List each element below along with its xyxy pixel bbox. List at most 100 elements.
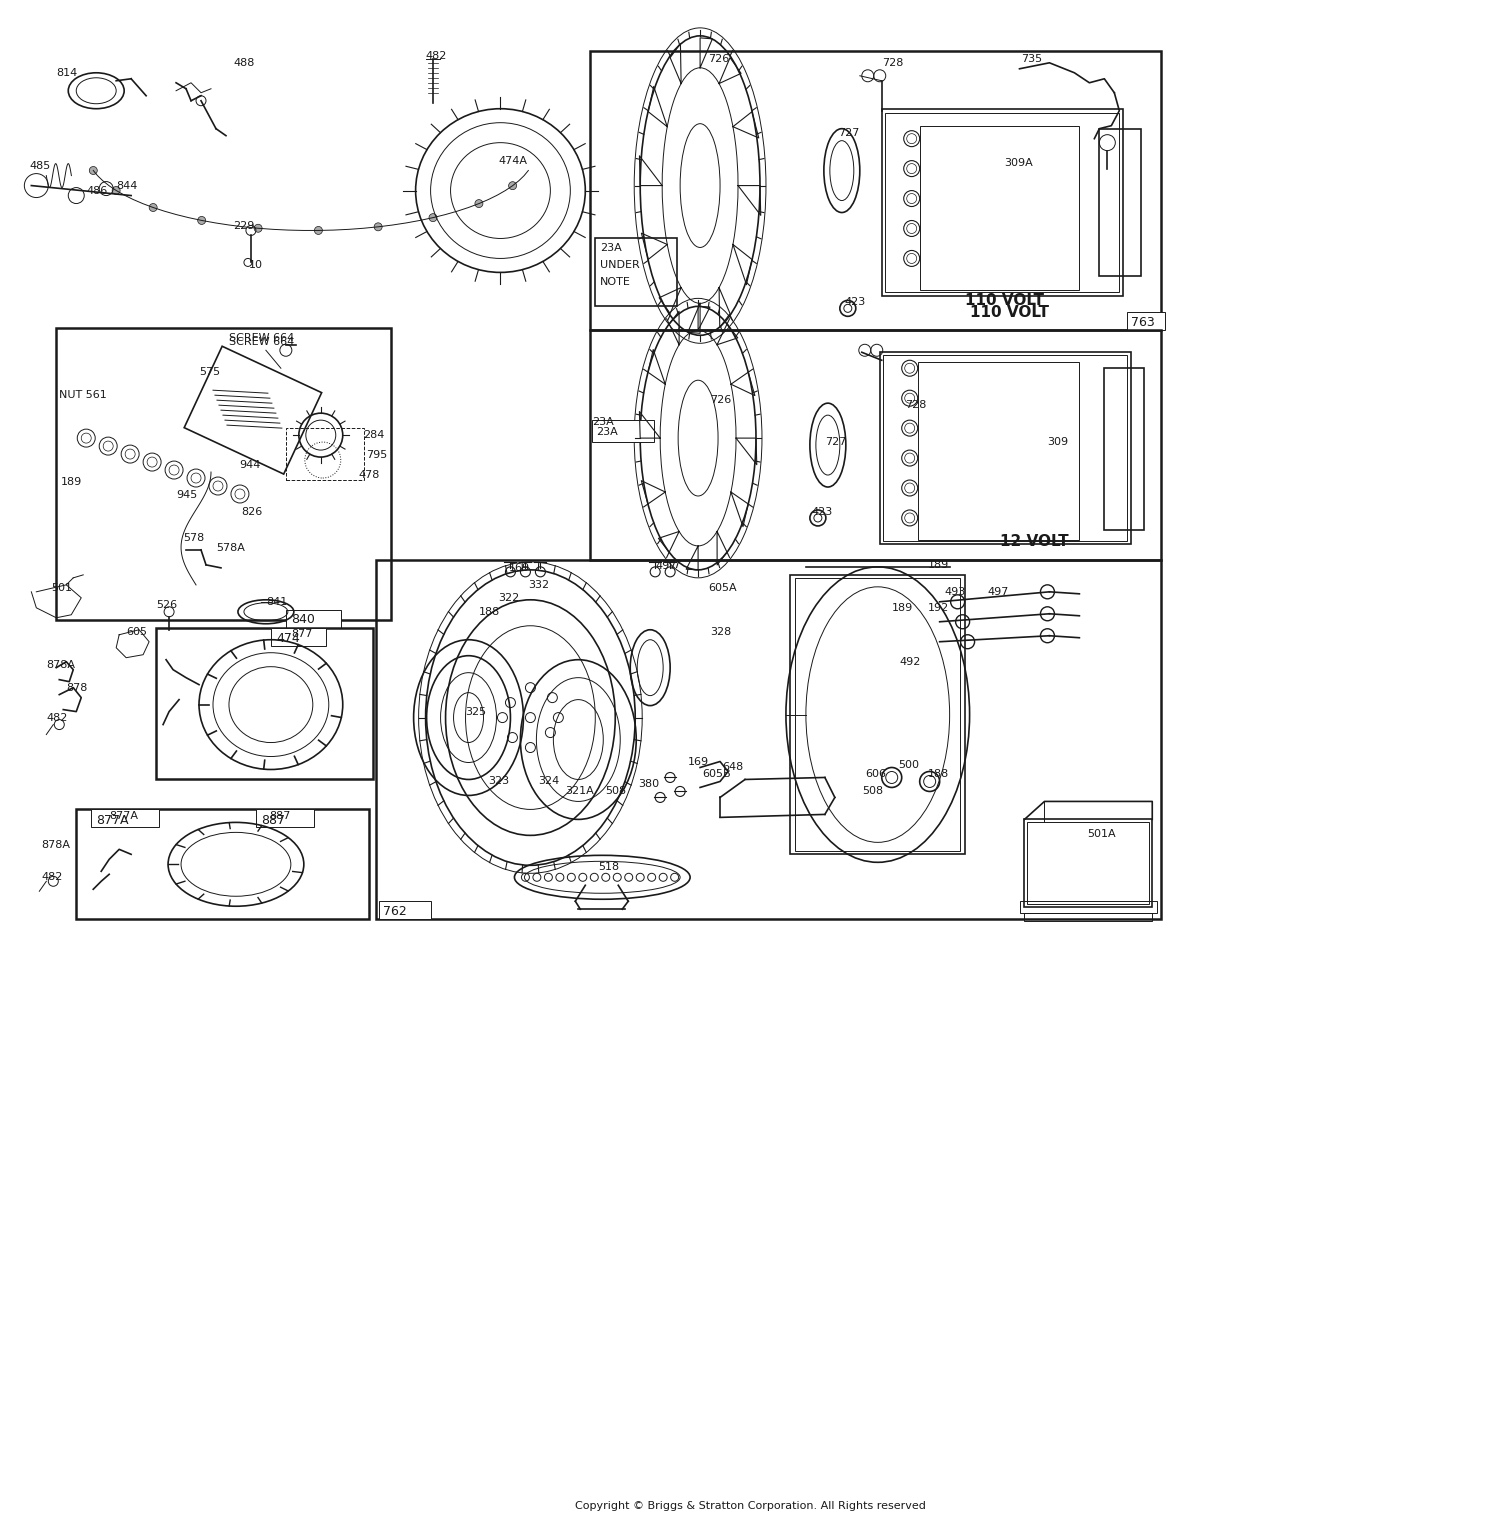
Text: 474A: 474A	[498, 156, 528, 165]
Text: 877A: 877A	[110, 812, 138, 821]
Text: 795: 795	[366, 450, 387, 460]
Bar	[286, 428, 363, 480]
Text: 726: 726	[710, 394, 732, 405]
Text: 482: 482	[46, 713, 68, 723]
Bar	[885, 113, 1119, 292]
Bar	[256, 809, 313, 827]
Text: 727: 727	[825, 437, 846, 446]
Bar	[795, 578, 960, 852]
Circle shape	[90, 167, 98, 174]
Bar	[1104, 368, 1144, 531]
Bar	[1020, 901, 1156, 913]
Bar	[156, 628, 372, 780]
Text: 482: 482	[426, 50, 447, 61]
Bar	[884, 355, 1128, 541]
Bar	[378, 901, 430, 919]
Text: 189: 189	[891, 602, 914, 613]
Text: 728: 728	[904, 401, 926, 410]
Text: 841: 841	[266, 596, 286, 607]
Text: Copyright © Briggs & Stratton Corporation. All Rights reserved: Copyright © Briggs & Stratton Corporatio…	[574, 1501, 926, 1511]
Text: 488: 488	[232, 58, 255, 67]
Bar	[375, 560, 1161, 919]
Text: 605: 605	[126, 627, 147, 636]
Bar	[92, 809, 159, 827]
Text: 578A: 578A	[216, 543, 244, 553]
Text: 332: 332	[528, 579, 549, 590]
Bar	[57, 329, 390, 619]
Text: 380: 380	[638, 780, 660, 789]
Text: 578: 578	[183, 534, 204, 543]
Text: 726: 726	[708, 54, 729, 64]
Bar	[1024, 820, 1152, 907]
Text: 878A: 878A	[42, 841, 70, 850]
Text: 188: 188	[927, 769, 950, 780]
Text: 497: 497	[656, 561, 676, 570]
Text: 169: 169	[688, 757, 709, 766]
Text: 12 VOLT: 12 VOLT	[999, 535, 1068, 549]
Text: 605A: 605A	[708, 583, 736, 593]
Circle shape	[374, 223, 382, 231]
Text: 189: 189	[927, 560, 950, 570]
Bar	[880, 352, 1131, 544]
Text: 323: 323	[489, 777, 510, 786]
Bar	[286, 610, 340, 628]
Text: 322: 322	[498, 593, 519, 602]
Circle shape	[254, 225, 262, 232]
Text: 735: 735	[1022, 54, 1042, 64]
Circle shape	[476, 200, 483, 208]
Circle shape	[315, 226, 322, 234]
Bar	[790, 575, 964, 855]
Text: 887: 887	[268, 812, 291, 821]
Text: 844: 844	[116, 180, 138, 191]
Bar	[1100, 128, 1142, 277]
Text: 877: 877	[291, 628, 312, 639]
Text: 485: 485	[30, 161, 51, 171]
Text: 423: 423	[844, 297, 865, 307]
Text: 877A: 877A	[96, 813, 129, 827]
Text: 945: 945	[176, 489, 198, 500]
Bar	[1024, 913, 1152, 920]
Circle shape	[112, 187, 120, 194]
Text: 324: 324	[538, 777, 560, 786]
Circle shape	[509, 182, 516, 190]
Bar	[591, 330, 1161, 560]
Text: 497: 497	[987, 587, 1010, 596]
Text: 944: 944	[238, 460, 261, 469]
Bar	[272, 628, 326, 645]
Circle shape	[148, 203, 158, 211]
Bar	[918, 362, 1080, 540]
Text: 501: 501	[51, 583, 72, 593]
Text: 501A: 501A	[1088, 829, 1116, 839]
Text: 508: 508	[606, 786, 627, 797]
Text: 493: 493	[945, 587, 966, 596]
Text: 575: 575	[200, 367, 220, 378]
Text: 10: 10	[249, 260, 262, 271]
Text: 169: 169	[509, 563, 530, 573]
Bar	[591, 50, 1161, 330]
Text: 508: 508	[862, 786, 883, 797]
Bar	[596, 239, 676, 306]
Bar	[1028, 823, 1149, 904]
Text: 878A: 878A	[46, 659, 75, 670]
Text: 325: 325	[465, 706, 486, 717]
Text: 23A: 23A	[597, 427, 618, 437]
Text: 309: 309	[1047, 437, 1068, 446]
Text: 727: 727	[839, 128, 860, 138]
Text: NOTE: NOTE	[600, 277, 632, 287]
Text: 826: 826	[242, 508, 262, 517]
Text: 840: 840	[291, 613, 315, 627]
Text: 518: 518	[598, 862, 619, 873]
Text: 309A: 309A	[1005, 157, 1034, 168]
Bar	[592, 420, 654, 442]
Text: SCREW 664: SCREW 664	[230, 333, 294, 344]
Text: 321A: 321A	[566, 786, 594, 797]
Text: 526: 526	[156, 599, 177, 610]
Bar	[920, 125, 1080, 291]
Text: 606: 606	[865, 769, 886, 780]
Text: 189: 189	[62, 477, 82, 488]
Text: 492: 492	[900, 656, 921, 667]
Text: 423: 423	[812, 508, 832, 517]
Text: 110 VOLT: 110 VOLT	[969, 304, 1048, 320]
Text: UNDER: UNDER	[600, 260, 640, 271]
Text: 728: 728	[882, 58, 903, 67]
